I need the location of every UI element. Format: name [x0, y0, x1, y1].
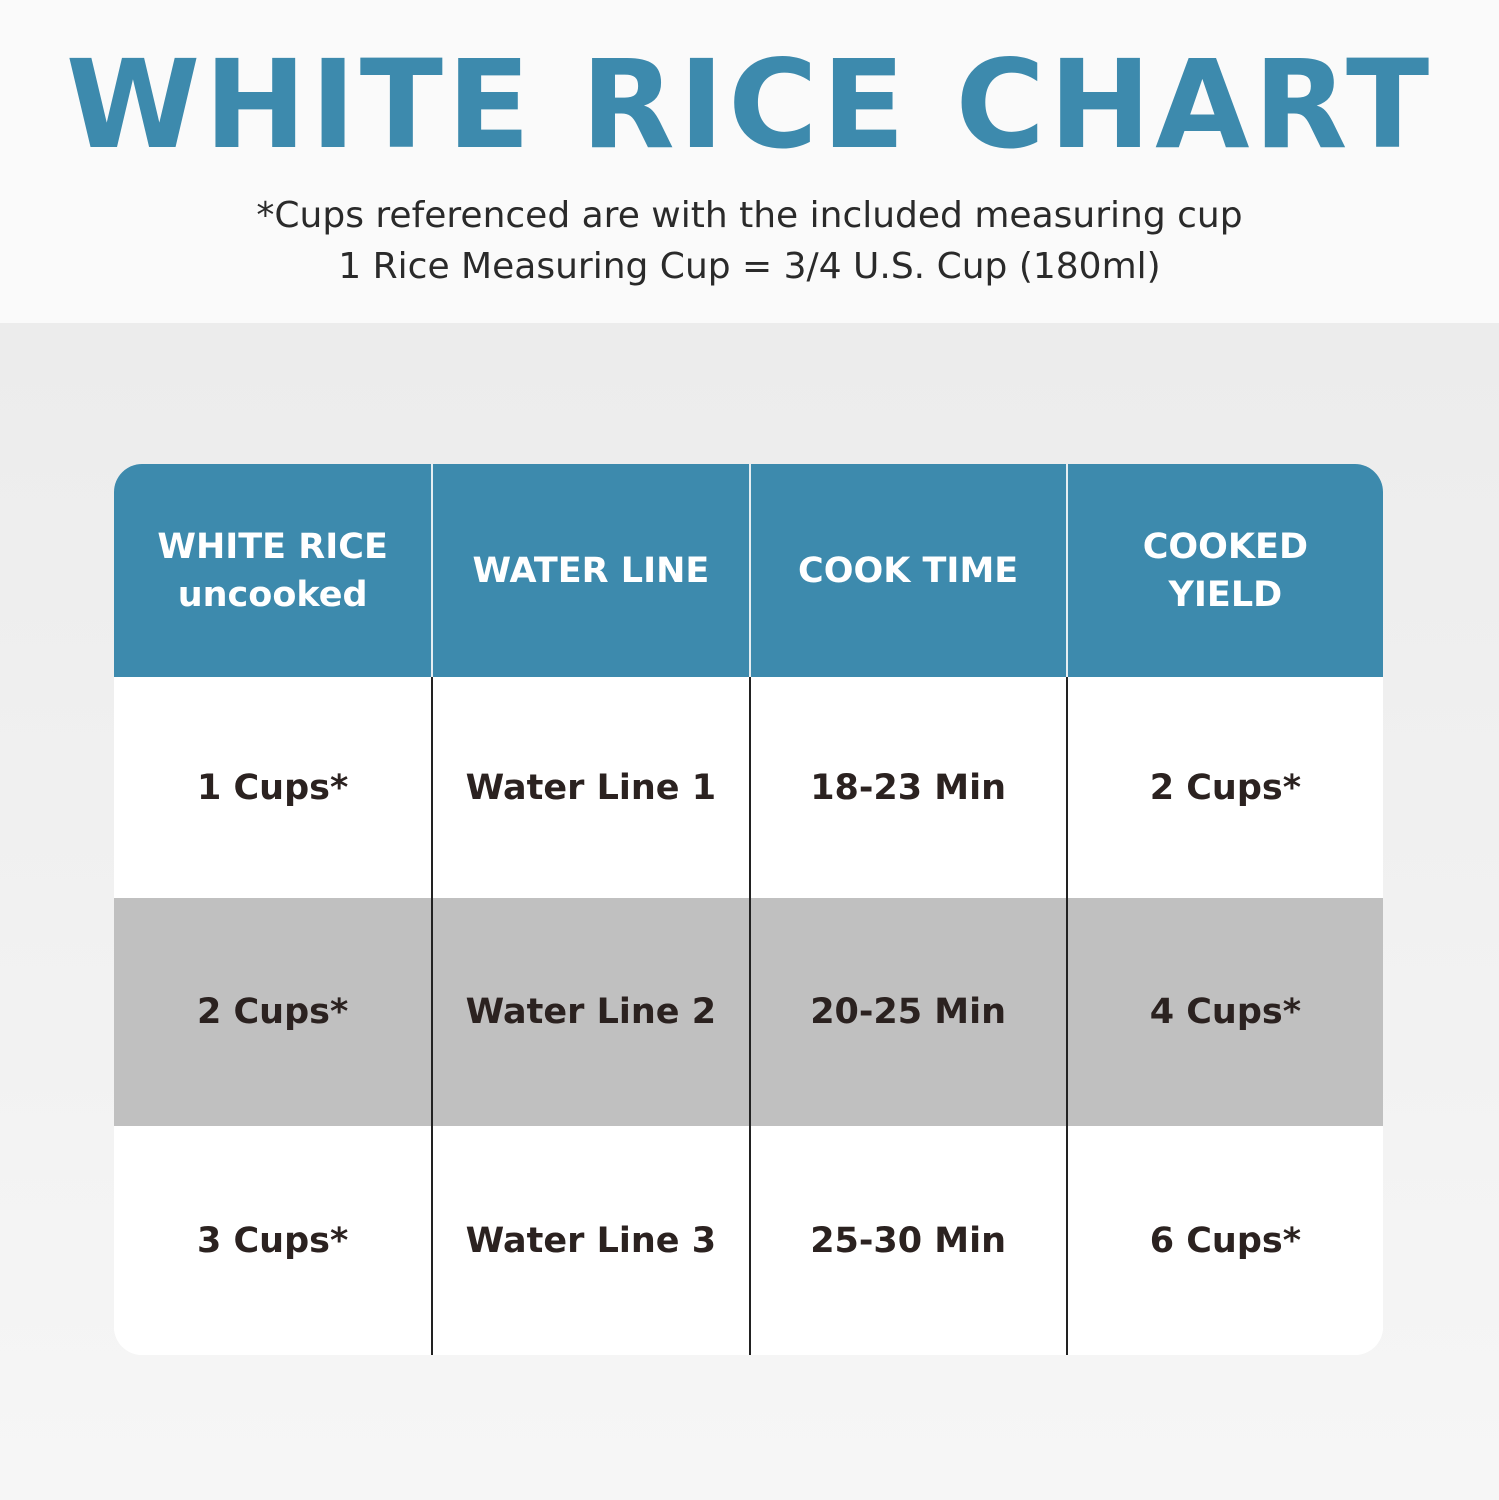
cell-cook-time: 18-23 Min: [748, 677, 1066, 898]
table-row: 3 Cups* Water Line 3 25-30 Min 6 Cups*: [114, 1126, 1383, 1355]
header-text: uncooked: [177, 574, 368, 615]
cell-yield: 4 Cups*: [1065, 898, 1383, 1126]
rice-chart-table: WHITE RICE uncooked WATER LINE COOK TIME…: [114, 464, 1383, 1355]
page-title: WHITE RICE CHART: [65, 34, 1434, 176]
table-row: 1 Cups* Water Line 1 18-23 Min 2 Cups*: [114, 677, 1383, 898]
header-text: WHITE RICE: [157, 526, 388, 567]
header-text: WATER LINE: [472, 550, 710, 591]
cell-yield: 6 Cups*: [1065, 1126, 1383, 1355]
table-row: 2 Cups* Water Line 2 20-25 Min 4 Cups*: [114, 898, 1383, 1126]
header-cooked-yield: COOKED YIELD: [1065, 464, 1383, 677]
cell-water-line: Water Line 1: [431, 677, 748, 898]
header-cook-time: COOK TIME: [748, 464, 1066, 677]
cell-water-line: Water Line 2: [431, 898, 748, 1126]
header-white-rice: WHITE RICE uncooked: [114, 464, 431, 677]
cell-cook-time: 20-25 Min: [748, 898, 1066, 1126]
table-header-row: WHITE RICE uncooked WATER LINE COOK TIME…: [114, 464, 1383, 677]
header-section: WHITE RICE CHART *Cups referenced are wi…: [0, 0, 1499, 323]
subtitle-note: *Cups referenced are with the included m…: [256, 195, 1243, 236]
cell-rice: 2 Cups*: [196, 992, 349, 1032]
cell-rice: 1 Cups*: [196, 767, 349, 808]
cell-yield: 2 Cups*: [1065, 677, 1383, 898]
cell-cook-time: 25-30 Min: [748, 1126, 1066, 1355]
header-text: COOKED: [1142, 526, 1309, 567]
cell-water-line: Water Line 3: [431, 1126, 748, 1355]
header-text: YIELD: [1168, 574, 1283, 615]
header-water-line: WATER LINE: [431, 464, 748, 677]
subtitle-conversion: 1 Rice Measuring Cup = 3/4 U.S. Cup (180…: [338, 246, 1161, 287]
cell-rice: 3 Cups*: [196, 1220, 349, 1261]
header-text: COOK TIME: [798, 550, 1019, 591]
